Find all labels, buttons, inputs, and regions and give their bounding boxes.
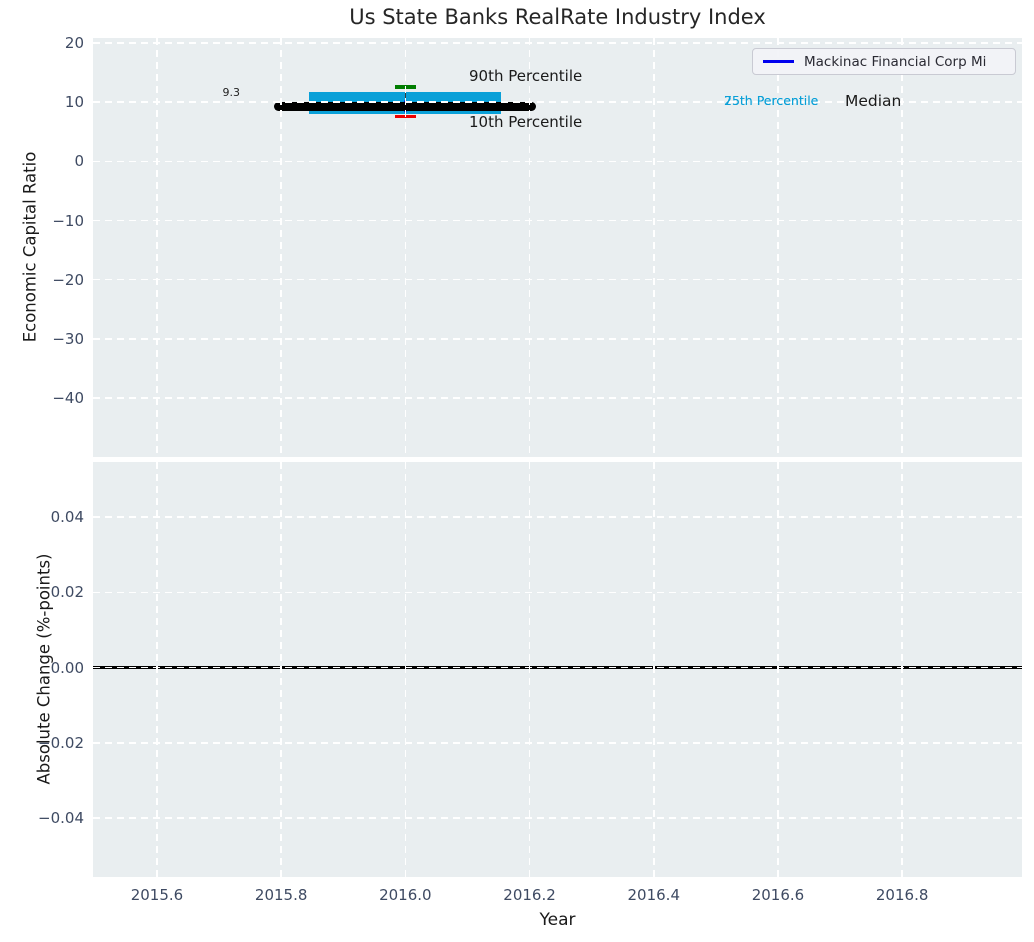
annotation-90th-percentile: 90th Percentile xyxy=(469,67,583,85)
legend: Mackinac Financial Corp Mi xyxy=(752,48,1016,75)
horizontal-gridline xyxy=(93,101,1022,103)
vertical-gridline xyxy=(777,38,779,457)
annotation-25th-percentile: 25th Percentile xyxy=(724,93,819,108)
vertical-gridline xyxy=(156,462,158,877)
horizontal-gridline xyxy=(93,666,1022,669)
vertical-gridline xyxy=(528,462,531,877)
vertical-gridline xyxy=(901,38,903,457)
vertical-gridline xyxy=(404,38,407,457)
y-tick-label: 0.04 xyxy=(50,508,84,526)
y-tick-label: 0 xyxy=(74,152,84,171)
y-tick-label: −0.02 xyxy=(38,733,84,752)
annotation-median-value: 9.3 xyxy=(222,86,241,99)
y-tick-label: −10 xyxy=(52,211,84,230)
horizontal-gridline xyxy=(93,338,1022,340)
horizontal-gridline xyxy=(93,219,1022,222)
y-tick-label: 0.00 xyxy=(50,658,84,677)
vertical-gridline xyxy=(156,38,158,457)
vertical-gridline xyxy=(653,462,655,877)
x-axis-label: Year xyxy=(539,910,576,930)
x-tick-label: 2016.4 xyxy=(627,886,681,904)
y-axis-label-top: Economic Capital Ratio xyxy=(20,151,40,343)
legend-label: Mackinac Financial Corp Mi xyxy=(804,53,987,70)
horizontal-gridline xyxy=(93,160,1022,163)
annotation-10th-percentile: 10th Percentile xyxy=(469,113,583,131)
horizontal-gridline xyxy=(93,591,1022,593)
x-tick-label: 2016.0 xyxy=(379,886,432,904)
y-tick-label: 20 xyxy=(64,34,84,53)
vertical-gridline xyxy=(280,38,282,457)
top-subplot-axes xyxy=(93,38,1022,457)
horizontal-gridline xyxy=(93,278,1022,281)
annotation-75th-percentile: 75th Percentile xyxy=(724,93,819,108)
horizontal-gridline xyxy=(93,817,1022,819)
y-tick-label: −40 xyxy=(52,389,84,407)
vertical-gridline xyxy=(653,38,655,457)
x-tick-label: 2016.6 xyxy=(751,886,805,904)
x-tick-label: 2016.2 xyxy=(503,886,556,904)
chart-title: Us State Banks RealRate Industry Index xyxy=(349,5,766,29)
legend-line-swatch xyxy=(763,60,794,63)
x-tick-label: 2015.6 xyxy=(130,886,184,904)
annotation-median-label: Median xyxy=(845,92,902,110)
horizontal-gridline xyxy=(93,42,1022,44)
vertical-gridline xyxy=(777,462,779,877)
bottom-subplot-axes xyxy=(93,462,1022,877)
x-tick-label: 2015.8 xyxy=(254,886,308,904)
vertical-gridline xyxy=(404,462,407,877)
y-tick-label: 10 xyxy=(64,93,84,112)
y-tick-label: −30 xyxy=(52,329,84,348)
horizontal-gridline xyxy=(93,742,1022,744)
y-tick-label: −20 xyxy=(52,270,84,289)
vertical-gridline xyxy=(528,38,531,457)
horizontal-gridline xyxy=(93,397,1022,399)
y-tick-label: 0.02 xyxy=(50,583,84,602)
x-tick-label: 2016.8 xyxy=(875,886,929,904)
y-tick-label: −0.04 xyxy=(38,809,84,827)
horizontal-gridline xyxy=(93,516,1022,518)
vertical-gridline xyxy=(901,462,903,877)
vertical-gridline xyxy=(280,462,282,877)
